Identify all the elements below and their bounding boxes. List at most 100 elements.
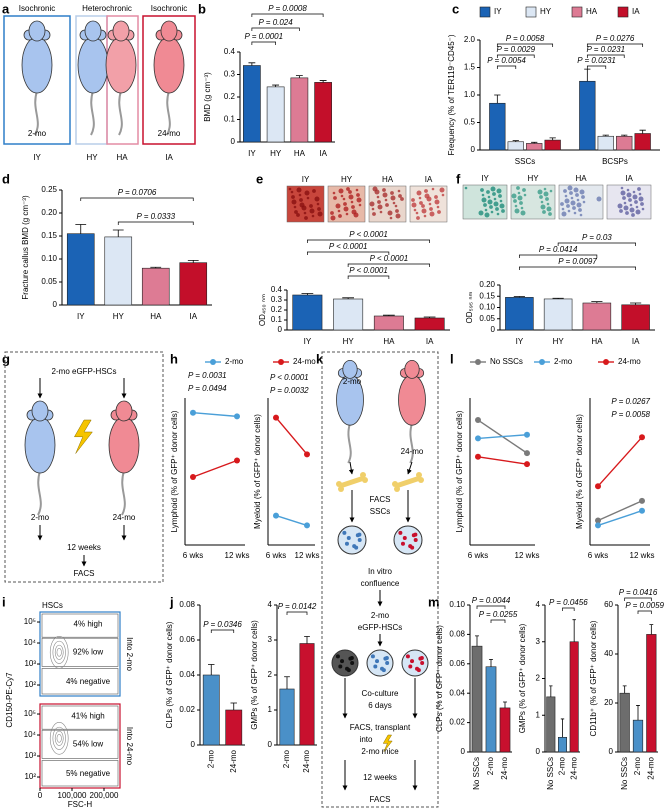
error-bar [284,676,290,689]
annotation: P = 0.0267 [611,397,650,406]
stain-dot [545,197,549,201]
stain-dot [543,187,547,191]
y-tick-label: 40 [604,649,613,658]
mouse-head [112,20,130,42]
error-bar [649,624,654,635]
stain-dot [495,207,499,211]
y-tick-label: 0.08 [449,630,465,639]
stain-dot [486,190,490,194]
stain-dot [638,196,644,202]
stain-dot [638,192,642,196]
stain-dot [330,211,334,215]
bar [104,236,133,306]
y-tick-label: 0.02 [179,705,195,714]
y-tick-label: 0 [231,137,236,146]
label: FACS [370,795,391,804]
bar [543,298,573,331]
stain-dot [640,202,644,206]
stain-dot [355,188,359,192]
mouse-head [31,400,49,422]
gate [41,705,119,730]
stain-dot [490,186,496,192]
data-point [475,417,481,424]
lightning [73,419,93,454]
bar [505,297,534,331]
bar [634,133,651,151]
series-line [275,417,308,455]
stain-dot [311,214,315,218]
y-tick-label: 0 [461,747,466,756]
stain-dot [513,199,517,203]
panel-label: a [2,1,10,16]
error-bar [560,718,565,738]
legend-swatch [525,6,537,18]
label: 6 days [368,701,392,710]
gate [41,613,119,638]
error-bar [230,702,237,710]
x-tick-label: 2-mo [633,756,642,775]
stain-dot [309,208,315,214]
bar [579,80,596,151]
significance-bracket [637,610,652,614]
x-tick-label: No SSCs [620,757,629,790]
series-line [275,514,308,527]
bone-end [362,477,368,483]
bar [243,65,261,143]
stain-dot [481,193,485,197]
y-axis-label: Myeloid (% of GFP⁺ donor cells) [575,414,584,529]
stain-dot [629,203,633,207]
significance-bracket [624,597,652,601]
label: 5% negative [66,769,111,778]
stain-dot [369,201,375,207]
y-tick-label: 0 [471,145,476,154]
significance-bracket [490,619,506,623]
stain-dot [382,188,386,192]
stain-dot [561,207,565,211]
contour [54,730,64,746]
arrow [407,461,413,475]
panel-label: h [170,351,178,366]
mouse-body [105,36,137,94]
stain-dot [415,211,419,215]
y-axis-label: GMPs (% of GFP⁺ donor cells) [518,623,527,733]
x-tick-label: 24-mo [569,756,578,779]
stain-dot [340,194,344,198]
y-tick-label: 1.5 [464,63,476,72]
label: 41% high [71,712,104,721]
cell [410,659,415,664]
bar [616,135,633,151]
panel-label: f [456,171,461,186]
label: HY [527,174,539,183]
stain-dot [421,204,425,208]
cell [338,664,343,669]
p-value: P = 0.0706 [118,188,157,197]
stain-dot [338,188,344,194]
y-tick-label: 0.4 [271,285,283,294]
label: Isochronic [151,4,187,13]
stain-dot [569,191,573,195]
label: 54% low [73,739,103,748]
error-bar [383,314,395,316]
y-tick-label: 0.1 [271,315,283,324]
stain-dot [572,206,576,210]
stain-dot [549,189,553,193]
significance-bracket [80,197,194,201]
bone [395,475,421,489]
stain-dot [413,208,417,212]
legend-marker [603,359,609,365]
label: 24-mo [113,513,136,522]
flow-plot [39,611,121,697]
legend-marker [475,359,481,365]
annotation: P < 0.0001 [270,373,309,382]
panel-label: m [428,594,440,609]
stain-dot [304,190,310,196]
stain-dot [632,190,636,194]
stain-dot [392,201,396,205]
stain-dot [626,188,630,192]
label: into [360,735,373,744]
p-value: P = 0.0414 [539,245,578,254]
label: IA [425,175,433,184]
stain-dot [483,203,487,207]
cell [380,666,385,671]
